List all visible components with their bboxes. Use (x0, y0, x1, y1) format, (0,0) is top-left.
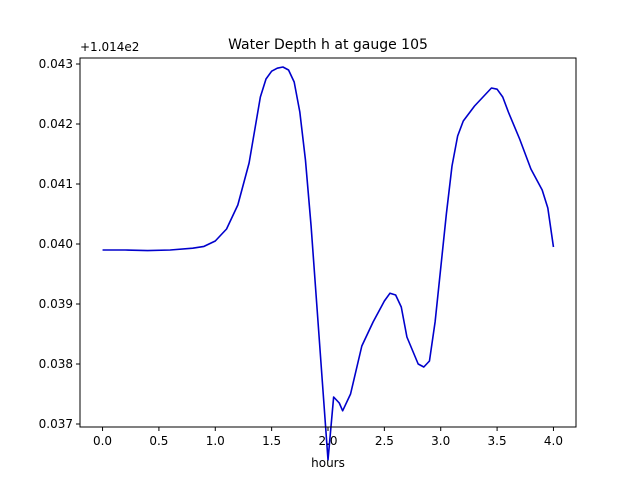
x-tick-label: 2.0 (318, 434, 337, 448)
y-tick-label: 0.042 (39, 117, 73, 131)
y-tick-label: 0.039 (39, 297, 73, 311)
y-tick-label: 0.040 (39, 237, 73, 251)
x-tick-label: 2.5 (375, 434, 394, 448)
x-tick-label: 3.0 (431, 434, 450, 448)
x-axis-label: hours (311, 456, 345, 470)
series-line (102, 66, 555, 461)
x-tick-label: 1.5 (262, 434, 281, 448)
y-tick-label: 0.041 (39, 177, 73, 191)
chart-title: Water Depth h at gauge 105 (228, 37, 428, 53)
y-tick-label: 0.043 (39, 57, 73, 71)
y-tick-label: 0.037 (39, 417, 73, 431)
y-tick-label: 0.038 (39, 357, 73, 371)
x-tick-label: 0.5 (149, 434, 168, 448)
x-tick-label: 3.5 (488, 434, 507, 448)
y-axis-offset-label: +1.014e2 (80, 40, 139, 54)
x-tick-label: 4.0 (544, 434, 563, 448)
axes: 0.0 0.5 1.0 1.5 2.0 2.5 3.0 3.5 4.0 0.037 0.038 0.0… (39, 57, 577, 448)
x-tick-label: 1.0 (206, 434, 225, 448)
plot-area (102, 66, 555, 461)
x-tick-label: 0.0 (93, 434, 112, 448)
